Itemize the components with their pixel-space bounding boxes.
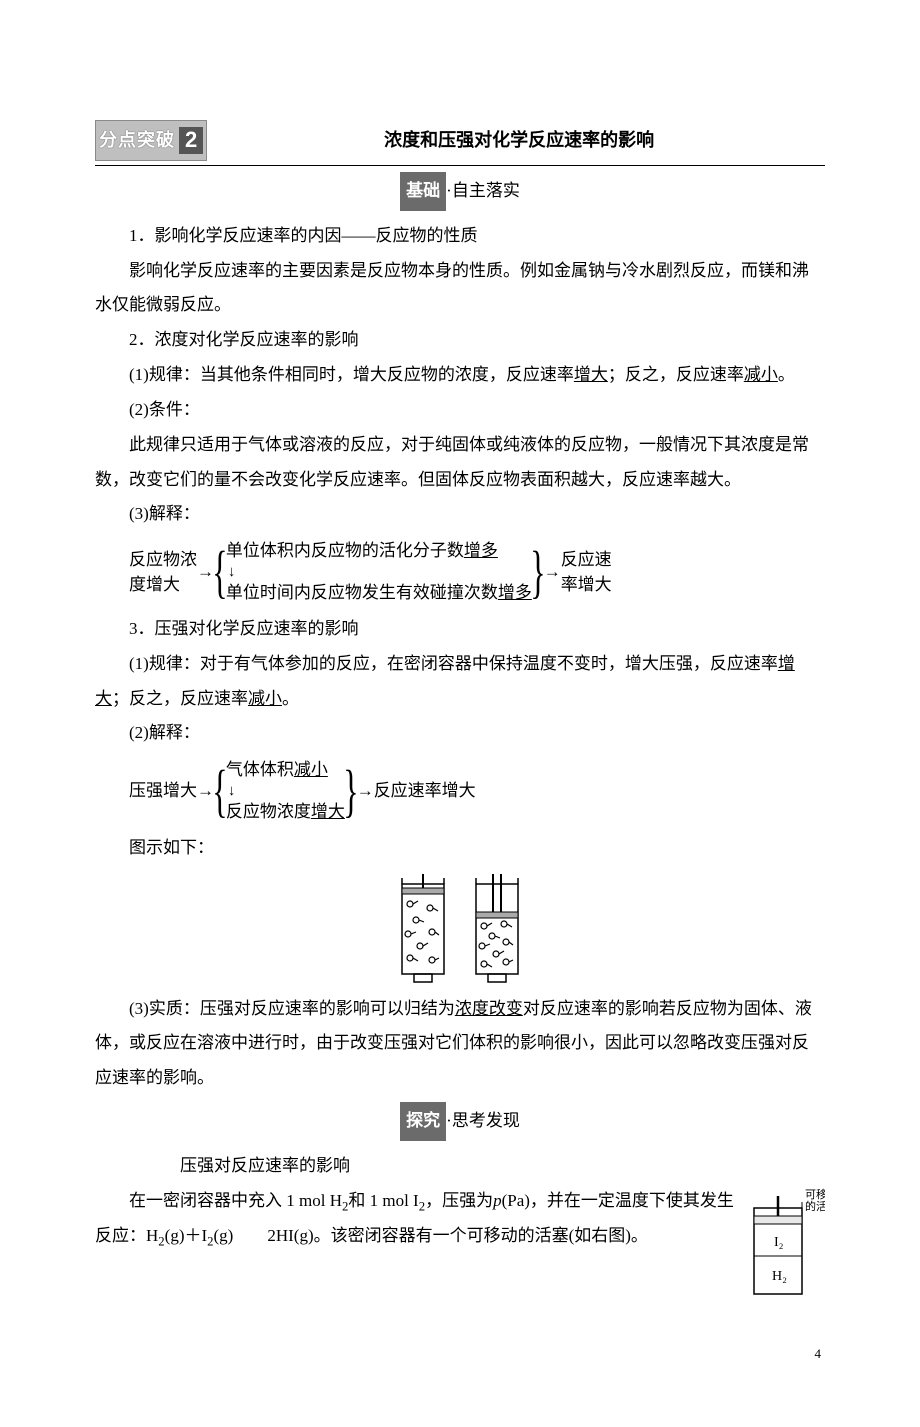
brace-left: 反应物浓 度增大 [129,547,197,598]
text: ；反之，反应速率 [112,689,248,708]
text: ；反之，反应速率 [608,365,744,384]
paragraph: 图示如下： [95,831,825,866]
brace-middle: 单位体积内反应物的活化分子数增多 ↓ 单位时间内反应物发生有效碰撞次数增多 [226,538,532,606]
text: 2HI(g)。该密闭容器有一个可移动的活塞(如右图)。 [267,1226,648,1245]
text: 。 [282,689,299,708]
underline-text: 增大 [574,365,608,384]
underline-text: 浓度改变 [455,999,523,1018]
tag-dark: 探究 [400,1102,446,1141]
text: (1)规律：对于有气体参加的反应，在密闭容器中保持温度不变时，增大压强，反应速率 [129,654,778,673]
cell-text: I₂ [774,1235,784,1250]
paragraph: 影响化学反应速率的主要因素是反应物本身的性质。例如金属钠与冷水剧烈反应，而镁和沸… [95,254,825,324]
page-number: 4 [95,1341,825,1368]
text: 反应物浓度 [226,802,311,821]
label-text: 可移动 [805,1188,825,1201]
text: 度增大 [129,572,197,598]
piston-labeled-diagram: 可移动 的活塞 I₂ H₂ [750,1188,825,1311]
text: 。 [778,365,795,384]
brace-close-icon: } [530,550,545,594]
paragraph: 此规律只适用于气体或溶液的反应，对于纯固体或纯液体的反应物，一般情况下其浓度是常… [95,428,825,498]
underline-text: 增多 [464,541,498,560]
text: 单位体积内反应物的活化分子数 [226,541,464,560]
label-text: 的活塞 [805,1199,825,1213]
paragraph: 2．浓度对化学反应速率的影响 [95,323,825,358]
brace-open-icon: { [212,769,227,813]
text: 气体体积减小 [226,757,345,783]
section-tag-explore: 探究·思考发现 [95,1102,825,1141]
text: 压强增大→ [129,774,214,809]
paragraph: (3)实质：压强对反应速率的影响可以归结为浓度改变对反应速率的影响若反应物为固体… [95,992,825,1097]
tag-dark: 基础 [400,172,446,211]
paragraph: 3．压强对化学反应速率的影响 [95,612,825,647]
section-badge: 分点突破 2 [95,120,207,161]
paragraph: (2)条件： [95,393,825,428]
underline-text: 增大 [311,802,345,821]
underline-text: 增多 [498,583,532,602]
arrow-down-icon: ↓ [226,783,345,800]
paragraph: 1．影响化学反应速率的内因——反应物的性质 [95,219,825,254]
divider [95,165,825,166]
paragraph: (1)规律：当其他条件相同时，增大反应物的浓度，反应速率增大；反之，反应速率减小… [95,358,825,393]
text: 单位体积内反应物的活化分子数增多 [226,538,532,564]
underline-text: 减小 [248,689,282,708]
text: 反应速 [561,547,612,573]
piston-left-icon [396,874,450,984]
text: (3)实质：压强对反应速率的影响可以归结为 [129,999,455,1018]
text: 单位时间内反应物发生有效碰撞次数增多 [226,580,532,606]
section-tag-basics: 基础·自主落实 [95,172,825,211]
text: 气体体积 [226,760,294,779]
piston-diagram [95,874,825,984]
tag-light: ·自主落实 [446,181,520,200]
piston-right-icon [470,874,524,984]
text: (g)＋I [165,1226,207,1245]
text: 单位时间内反应物发生有效碰撞次数 [226,583,498,602]
paragraph: (3)解释： [95,497,825,532]
brace-close-icon: } [343,769,358,813]
tag-light: ·思考发现 [446,1111,520,1130]
badge-number: 2 [179,127,203,153]
brace-open-icon: { [212,550,227,594]
paragraph: 压强对反应速率的影响 [95,1149,825,1184]
brace-diagram-1: 反应物浓 度增大 → { 单位体积内反应物的活化分子数增多 ↓ 单位时间内反应物… [129,538,825,606]
paragraph: (1)规律：对于有气体参加的反应，在密闭容器中保持温度不变时，增大压强，反应速率… [95,647,825,717]
text: ，压强为 [425,1191,493,1210]
text: 反应物浓 [129,547,197,573]
underline-text: 减小 [744,365,778,384]
text: 和 1 mol I [348,1191,418,1210]
paragraph: 在一密闭容器中充入 1 mol H2和 1 mol I2，压强为p(Pa)，并在… [95,1184,825,1255]
arrow-right-icon: → [544,555,561,590]
text: (g) [214,1226,234,1245]
arrow-down-icon: ↓ [226,564,532,581]
page-title: 浓度和压强对化学反应速率的影响 [213,122,825,159]
text: 在一密闭容器中充入 1 mol H [129,1191,342,1210]
italic-var: p [493,1191,502,1210]
cell-text: H₂ [772,1269,787,1284]
piston-labeled-icon: 可移动 的活塞 I₂ H₂ [750,1188,825,1298]
underline-text: 减小 [294,760,328,779]
brace-middle: 气体体积减小 ↓ 反应物浓度增大 [226,757,345,825]
text: 率增大 [561,572,612,598]
brace-right: 反应速 率增大 [561,547,612,598]
text: (1)规律：当其他条件相同时，增大反应物的浓度，反应速率 [129,365,574,384]
badge-text: 分点突破 [99,122,175,159]
brace-diagram-2: 压强增大→ { 气体体积减小 ↓ 反应物浓度增大 } →反应速率增大 [129,757,825,825]
text: →反应速率增大 [357,774,476,809]
text: 反应物浓度增大 [226,799,345,825]
paragraph: (2)解释： [95,716,825,751]
